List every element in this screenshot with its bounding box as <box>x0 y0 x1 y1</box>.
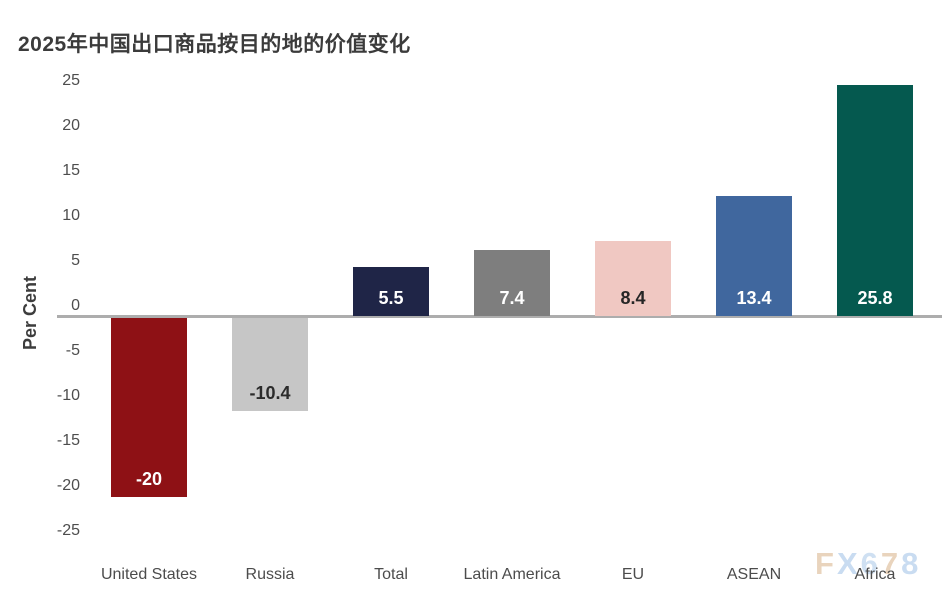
x-label-africa: Africa <box>854 566 896 583</box>
x-label-latin-america: Latin America <box>463 566 561 583</box>
bar-africa: 25.8 <box>837 85 913 316</box>
bar-value-label: 13.4 <box>736 287 772 308</box>
chart-title: 2025年中国出口商品按目的地的价值变化 <box>18 33 411 56</box>
y-tick-label: 25 <box>62 72 80 89</box>
y-tick-label: 0 <box>71 297 80 314</box>
bar-value-label: 5.5 <box>378 287 404 308</box>
bar-eu: 8.4 <box>595 240 671 316</box>
y-tick-label: -20 <box>56 477 80 494</box>
x-label-eu: EU <box>621 566 645 583</box>
y-tick-label: -15 <box>56 432 80 449</box>
x-label-united-states: United States <box>100 566 198 583</box>
y-tick-label: 15 <box>62 162 80 179</box>
bar-united-states: -20 <box>111 318 187 497</box>
bar-value-label: 7.4 <box>499 287 525 308</box>
x-label-total: Total <box>374 566 408 583</box>
y-tick-label: -10 <box>56 387 80 404</box>
watermark-letter: 6 <box>860 546 881 581</box>
bar-value-label: -20 <box>135 468 162 489</box>
bar-total: 5.5 <box>353 266 429 316</box>
bar-value-label: 25.8 <box>857 287 893 308</box>
bar-russia: -10.4 <box>232 318 308 411</box>
zero-axis-line <box>57 315 942 318</box>
x-label-asean: ASEAN <box>726 566 782 583</box>
y-tick-label: 10 <box>62 207 80 224</box>
watermark-letter: 8 <box>901 546 922 581</box>
y-tick-label: -25 <box>56 522 80 539</box>
watermark-letter: F <box>815 546 837 581</box>
y-tick-label: -5 <box>65 342 80 359</box>
bar-latin-america: 7.4 <box>474 249 550 316</box>
y-tick-label: 20 <box>62 117 80 134</box>
x-label-russia: Russia <box>245 566 295 583</box>
bar-value-label: 8.4 <box>620 287 646 308</box>
watermark-letter: 7 <box>880 546 902 581</box>
bar-asean: 13.4 <box>716 196 792 316</box>
watermark-letter: X <box>836 546 861 581</box>
y-tick-label: 5 <box>71 252 80 269</box>
watermark-fx678-logo: FX678 <box>815 548 921 580</box>
bar-value-label: -10.4 <box>249 382 291 403</box>
